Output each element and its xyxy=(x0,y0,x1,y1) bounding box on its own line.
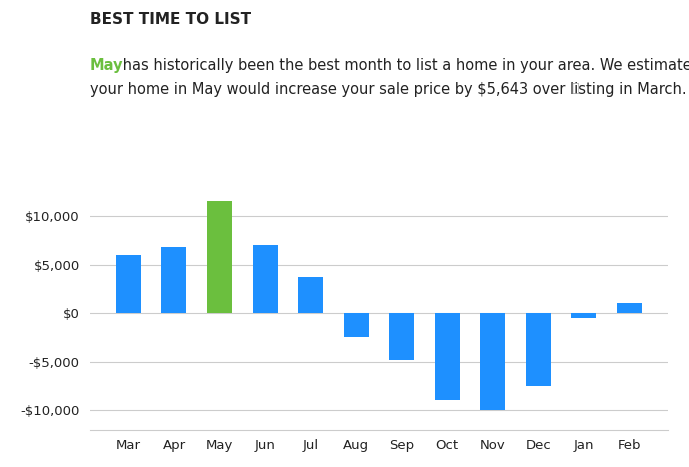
Bar xyxy=(571,313,597,318)
Bar xyxy=(480,313,505,410)
Text: May: May xyxy=(90,58,123,73)
Bar xyxy=(207,201,232,313)
Bar xyxy=(526,313,551,386)
Bar xyxy=(161,247,187,313)
Text: ⓘ: ⓘ xyxy=(568,82,580,95)
Text: has historically been the best month to list a home in your area. We estimate th: has historically been the best month to … xyxy=(118,58,689,73)
Bar xyxy=(435,313,460,401)
Text: your home in May would increase your sale price by $5,643 over listing in March.: your home in May would increase your sal… xyxy=(90,82,686,97)
Bar xyxy=(298,277,323,313)
Bar xyxy=(253,245,278,313)
Bar xyxy=(116,255,141,313)
Bar xyxy=(344,313,369,337)
Bar xyxy=(389,313,414,360)
Text: BEST TIME TO LIST: BEST TIME TO LIST xyxy=(90,12,251,27)
Bar xyxy=(617,304,642,313)
